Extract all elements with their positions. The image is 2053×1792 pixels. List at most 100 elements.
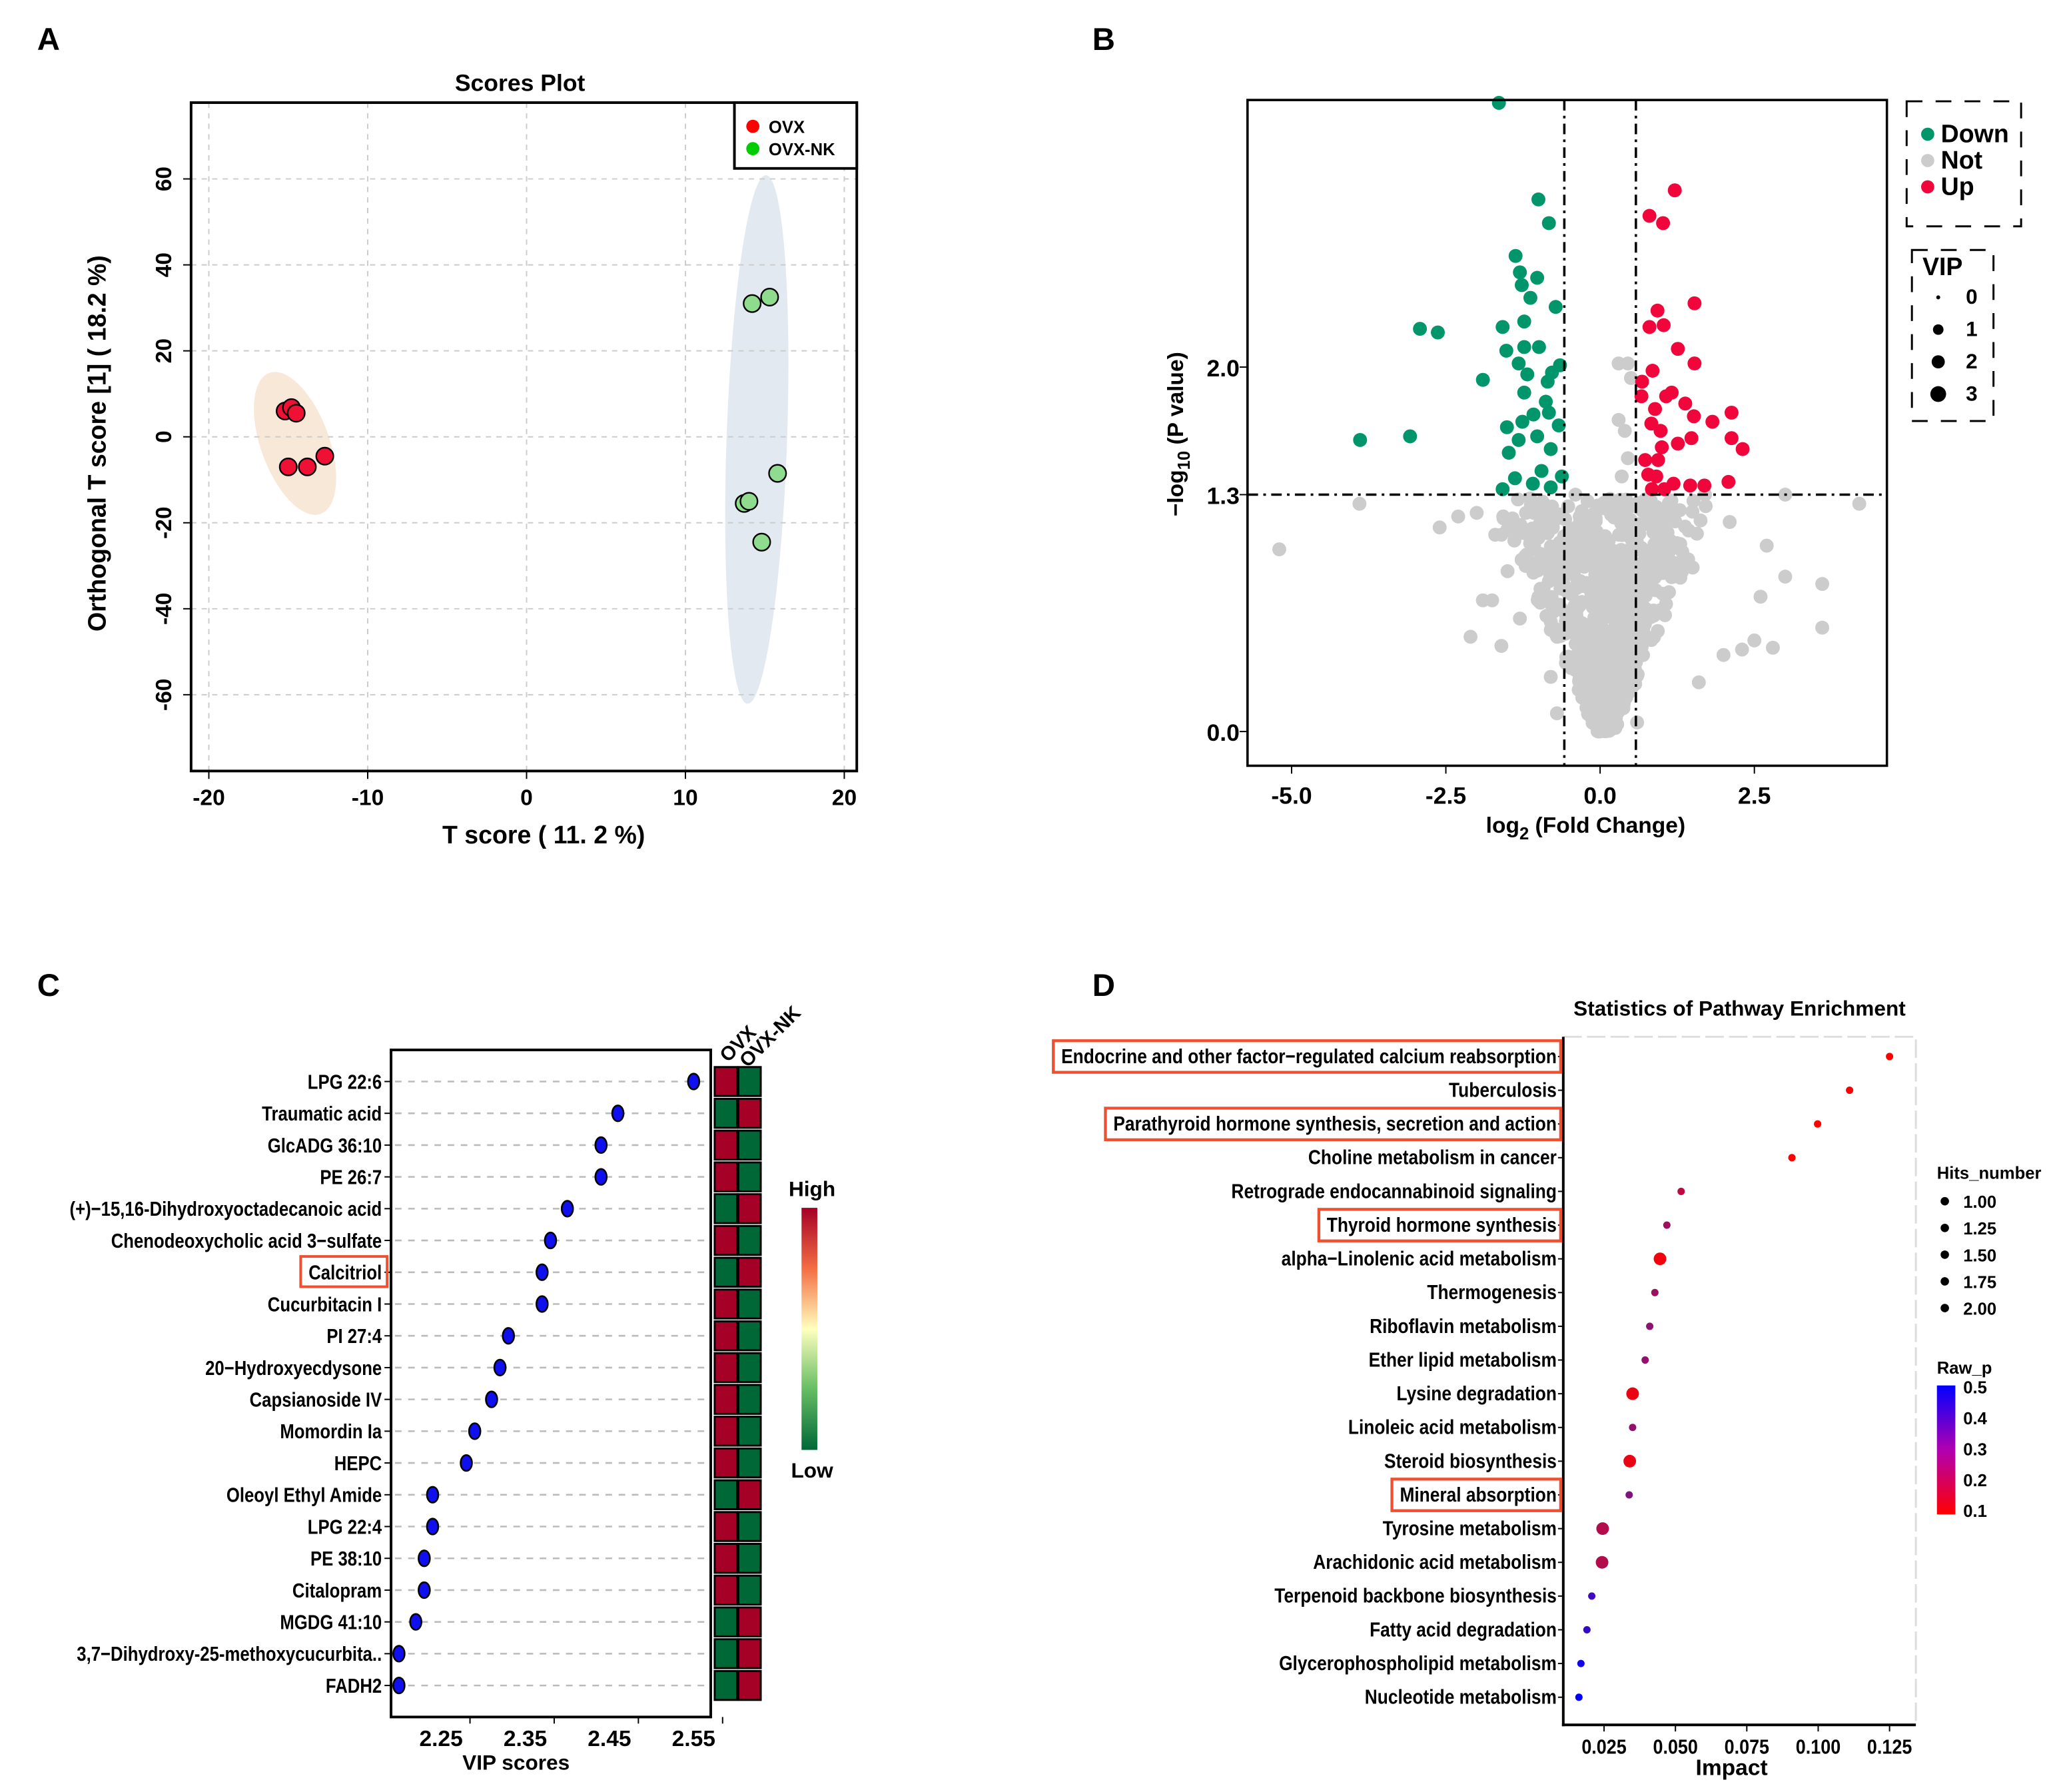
y-axis-label-log: −log xyxy=(1164,470,1188,516)
metabolite-label: Oleoyl Ethyl Amide xyxy=(226,1484,382,1507)
heatmap-cell-ovx-nk xyxy=(737,1352,762,1384)
data-point-ovx-nk xyxy=(752,532,771,552)
not-point xyxy=(1559,568,1573,582)
up-point xyxy=(1656,216,1671,230)
down-point xyxy=(1555,469,1569,484)
not-point xyxy=(1579,649,1593,664)
not-point xyxy=(1778,570,1793,584)
heatmap-cell-ovx xyxy=(713,1129,738,1161)
not-point xyxy=(1617,424,1632,438)
metabolite-label: Traumatic acid xyxy=(262,1102,382,1125)
y-tick-label: 60 xyxy=(152,167,177,191)
pathway-dot xyxy=(1629,1424,1637,1432)
pathway-label: Steroid biosynthesis xyxy=(1384,1450,1557,1472)
not-point xyxy=(1623,656,1637,670)
heatmap-cell-ovx-nk xyxy=(737,1416,762,1447)
y-axis-label-subscript: 10 xyxy=(1175,451,1194,470)
down-point xyxy=(1543,480,1558,495)
heatmap-cell-ovx xyxy=(713,1511,738,1542)
raw-p-legend-value: 0.3 xyxy=(1963,1440,1987,1459)
plot-frame-top-right xyxy=(1563,1035,1917,1725)
up-point xyxy=(1648,402,1663,416)
metabolite-label: Capsianoside IV xyxy=(250,1388,382,1411)
not-point xyxy=(1432,520,1447,535)
x-tick-label: 20 xyxy=(832,786,857,811)
down-point xyxy=(1526,407,1541,422)
y-tick-label: 1.3 xyxy=(1207,482,1240,509)
not-point xyxy=(1526,566,1541,580)
up-point xyxy=(1671,436,1685,451)
up-point xyxy=(1684,431,1699,446)
not-point xyxy=(1623,644,1638,659)
chart-title: Statistics of Pathway Enrichment xyxy=(1573,997,1906,1021)
not-point xyxy=(1735,642,1749,657)
down-point xyxy=(1531,340,1546,354)
legend: OVX OVX-NK xyxy=(733,101,859,170)
hits-legend-marker xyxy=(1940,1304,1949,1312)
x-tick-label: 0.100 xyxy=(1796,1736,1841,1759)
panel-label-c: C xyxy=(37,968,60,1003)
not-point xyxy=(1673,561,1687,576)
up-point xyxy=(1642,209,1657,223)
data-point-ovx-nk xyxy=(768,464,787,483)
legend-marker-up xyxy=(1921,180,1934,194)
plot-frame xyxy=(189,101,859,773)
not-point xyxy=(1759,538,1774,553)
heatmap-cell-ovx-nk xyxy=(737,1511,762,1542)
pathway-dot xyxy=(1886,1053,1894,1061)
not-point xyxy=(1649,583,1663,598)
not-point xyxy=(1598,529,1613,544)
heatmap-cell-ovx-nk xyxy=(737,1224,762,1256)
not-point xyxy=(1766,640,1780,655)
not-point xyxy=(1572,672,1587,686)
pathway-label: Choline metabolism in cancer xyxy=(1308,1146,1557,1169)
pathway-dot xyxy=(1814,1120,1822,1128)
x-tick-label: 0.050 xyxy=(1653,1736,1697,1759)
heatmap-cell-ovx xyxy=(713,1669,738,1701)
pathway-dot xyxy=(1625,1491,1633,1499)
highlight-box xyxy=(299,1255,389,1288)
heatmap-cell-ovx-nk xyxy=(737,1384,762,1415)
metabolite-label: Momordin Ia xyxy=(280,1420,382,1443)
metabolite-label: PI 27:4 xyxy=(326,1324,382,1348)
highlight-box xyxy=(1390,1478,1563,1512)
metabolite-label: Cucurbitacin I xyxy=(268,1292,382,1316)
not-point xyxy=(1553,601,1568,616)
not-point xyxy=(1485,593,1499,608)
not-point xyxy=(1549,542,1563,556)
up-point xyxy=(1657,482,1671,496)
heatmap-cell-ovx xyxy=(713,1416,738,1447)
not-point xyxy=(1655,566,1670,580)
raw-p-legend-value: 0.5 xyxy=(1963,1379,1987,1398)
not-point xyxy=(1621,356,1635,371)
vip-legend-box xyxy=(1910,248,1995,422)
not-point xyxy=(1647,630,1661,644)
not-point xyxy=(1596,624,1611,639)
heatmap-cell-ovx-nk xyxy=(737,1193,762,1224)
not-point xyxy=(1638,497,1653,512)
down-point xyxy=(1525,476,1540,491)
raw-p-legend-value: 0.2 xyxy=(1963,1472,1987,1490)
pathway-label: Nucleotide metabolism xyxy=(1365,1686,1557,1709)
heatmap-cell-ovx xyxy=(713,1638,738,1669)
down-point xyxy=(1511,356,1526,371)
highlight-box xyxy=(1104,1107,1563,1142)
up-point xyxy=(1655,440,1669,454)
not-point xyxy=(1518,549,1533,564)
up-point xyxy=(1735,442,1750,456)
pathway-dot xyxy=(1788,1154,1796,1162)
hits-legend-value: 1.50 xyxy=(1963,1246,1996,1265)
pathway-label: Thyroid hormone synthesis xyxy=(1327,1214,1557,1236)
metabolite-label: PE 38:10 xyxy=(310,1547,382,1570)
down-point xyxy=(1531,192,1545,207)
up-point xyxy=(1671,342,1685,356)
x-axis-label: Impact xyxy=(1696,1755,1768,1780)
vip-dot xyxy=(418,1581,431,1599)
hits-legend-marker xyxy=(1940,1250,1949,1259)
vip-dot xyxy=(536,1263,549,1281)
pathway-label: Endocrine and other factor−regulated cal… xyxy=(1061,1045,1557,1068)
not-point xyxy=(1611,626,1625,641)
not-point xyxy=(1539,609,1554,623)
vip-dot xyxy=(502,1327,516,1345)
